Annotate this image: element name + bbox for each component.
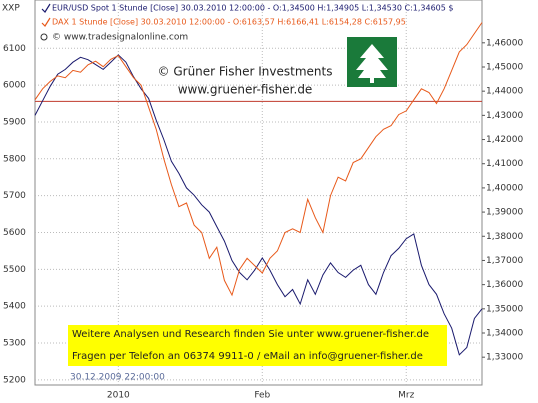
- legend-entry: DAX 1 Stunde [Close] 30.03.2010 12:00:00…: [52, 18, 406, 27]
- y2-tick-label: 1,35000: [486, 304, 523, 314]
- watermark: © Grüner Fisher Investments: [158, 65, 333, 79]
- watermark: www.gruener-fisher.de: [178, 83, 313, 97]
- y-tick-label: 5800: [3, 154, 26, 164]
- credit-icon: [40, 33, 48, 41]
- y2-tick-label: 1,39000: [486, 208, 523, 218]
- x-tick-label: Mrz: [398, 391, 414, 401]
- y2-tick-label: 1,41000: [486, 159, 523, 169]
- notice: Fragen per Telefon an 06374 9911-0 / eMa…: [72, 351, 423, 362]
- axis-label-top: XXP: [2, 4, 20, 14]
- legend-entry: EUR/USD Spot 1 Stunde [Close] 30.03.2010…: [52, 4, 453, 13]
- credit: © www.tradesignalonline.com: [52, 33, 188, 43]
- y-tick-label: 6100: [3, 44, 26, 54]
- y-tick-label: 5200: [3, 375, 26, 385]
- y2-tick-label: 1,43000: [486, 111, 523, 121]
- y2-tick-label: 1,38000: [486, 232, 523, 242]
- y-tick-label: 5700: [3, 191, 26, 201]
- notice-box: [68, 325, 447, 366]
- y-tick-label: 5600: [3, 228, 26, 238]
- x-tick-label: 2010: [107, 391, 130, 401]
- x-tick-label: Feb: [254, 391, 270, 401]
- y-tick-label: 5900: [3, 117, 26, 127]
- y2-tick-label: 1,34000: [486, 329, 523, 339]
- y-tick-label: 5500: [3, 265, 26, 275]
- plot-frame: [34, 0, 483, 386]
- y2-tick-label: 1,36000: [486, 280, 523, 290]
- y-tick-label: 6000: [3, 81, 26, 91]
- series-line: [34, 54, 483, 356]
- y2-tick-label: 1,44000: [486, 87, 523, 97]
- y2-tick-label: 1,42000: [486, 135, 523, 145]
- legend-icon: [41, 17, 51, 27]
- y-tick-label: 5400: [3, 302, 26, 312]
- legend-icon: [41, 3, 51, 13]
- y-tick-label: 5300: [3, 339, 26, 349]
- y2-tick-label: 1,45000: [486, 62, 523, 72]
- y2-tick-label: 1,33000: [486, 353, 523, 363]
- y2-tick-label: 1,37000: [486, 256, 523, 266]
- notice: Weitere Analysen und Research finden Sie…: [72, 329, 429, 340]
- y2-tick-label: 1,46000: [486, 38, 523, 48]
- start-label: 30.12.2009 22:00:00: [70, 373, 165, 383]
- y2-tick-label: 1,40000: [486, 183, 523, 193]
- series-line: [34, 22, 483, 297]
- logo: [347, 37, 397, 87]
